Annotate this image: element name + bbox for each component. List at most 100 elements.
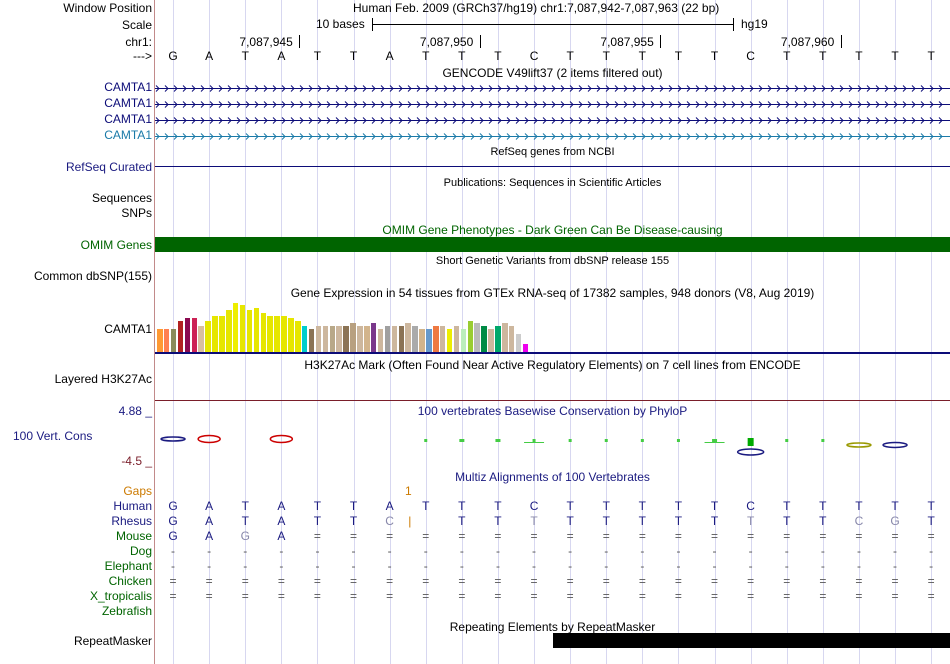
strand-arrow-icon: [281, 117, 286, 124]
gtex-tissue-bar[interactable]: [495, 326, 501, 352]
refseq-track-label[interactable]: RefSeq Curated: [65, 160, 152, 174]
gtex-tissue-bar[interactable]: [329, 326, 335, 352]
strand-arrow-icon: [731, 133, 736, 140]
omim-feature-bar[interactable]: [155, 237, 950, 252]
gencode-item-label[interactable]: CAMTA1: [104, 128, 152, 142]
gtex-tissue-bar[interactable]: [412, 326, 418, 352]
gtex-tissue-bar[interactable]: [336, 326, 342, 352]
strand-arrow-icon: [236, 117, 241, 124]
gtex-tissue-bar[interactable]: [281, 315, 287, 352]
gtex-tissue-bar[interactable]: [522, 344, 529, 352]
gtex-tissue-bar[interactable]: [488, 328, 494, 352]
alignment-base: T: [710, 514, 719, 528]
sequences-label[interactable]: Sequences: [91, 191, 152, 205]
gtex-tissue-bar[interactable]: [460, 328, 467, 352]
gtex-tissue-bar[interactable]: [170, 328, 177, 352]
h3k27ac-track-label[interactable]: Layered H3K27Ac: [54, 372, 152, 386]
repeatmasker-element-block[interactable]: [553, 633, 950, 648]
gtex-tissue-bar[interactable]: [391, 326, 398, 352]
alignment-base: =: [783, 589, 791, 603]
gtex-tissue-bar[interactable]: [515, 333, 522, 352]
gtex-tissue-bar[interactable]: [246, 310, 253, 352]
repeatmasker-track-label[interactable]: RepeatMasker: [73, 634, 152, 648]
gtex-tissue-bar[interactable]: [177, 320, 184, 352]
gtex-tissue-bar[interactable]: [274, 315, 280, 352]
gtex-tissue-bar[interactable]: [350, 323, 356, 352]
phylop-conservation-plot[interactable]: [155, 430, 950, 460]
alignment-base: =: [494, 574, 502, 588]
gtex-tissue-bar[interactable]: [453, 326, 460, 352]
gtex-tissue-bar[interactable]: [419, 328, 425, 352]
strand-arrow-icon: [227, 101, 232, 108]
gtex-tissue-bar[interactable]: [288, 318, 294, 352]
strand-arrow-icon: [380, 133, 385, 140]
gtex-tissue-bar[interactable]: [405, 323, 411, 352]
alignment-base: -: [459, 559, 464, 573]
gtex-tissue-bar[interactable]: [232, 302, 239, 352]
gtex-tissue-bar[interactable]: [364, 326, 370, 352]
gtex-tissue-bar[interactable]: [239, 305, 246, 352]
gencode-item-label[interactable]: CAMTA1: [104, 96, 152, 110]
strand-arrow-icon: [740, 117, 745, 124]
strand-arrow-icon: [227, 85, 232, 92]
assembly-position-text[interactable]: Human Feb. 2009 (GRCh37/hg19) chr1:7,087…: [353, 1, 720, 15]
gtex-tissue-bar[interactable]: [198, 326, 204, 352]
snps-label[interactable]: SNPs: [121, 206, 152, 220]
gtex-tissue-bar[interactable]: [253, 307, 260, 352]
gtex-tissue-bar[interactable]: [301, 326, 308, 352]
gencode-transcript-line[interactable]: [155, 132, 950, 141]
gencode-transcript-line[interactable]: [155, 116, 950, 125]
gtex-tissue-bar[interactable]: [212, 315, 218, 352]
gtex-tissue-bar[interactable]: [467, 320, 473, 352]
alignment-base: =: [891, 529, 899, 543]
gtex-tissue-bar[interactable]: [343, 326, 349, 352]
gtex-tissue-bar[interactable]: [226, 310, 232, 352]
gtex-track-label[interactable]: CAMTA1: [104, 322, 152, 336]
coordinate-tick: [479, 35, 481, 48]
strand-arrow-icon: [497, 85, 502, 92]
gtex-tissue-bar[interactable]: [370, 323, 377, 352]
gtex-tissue-bar[interactable]: [508, 326, 515, 352]
strand-arrow-icon: [866, 85, 871, 92]
gtex-tissue-bar[interactable]: [433, 326, 439, 352]
alignment-base: -: [207, 559, 212, 573]
gtex-tissue-bar[interactable]: [191, 318, 197, 352]
species-label: X_tropicalis: [89, 589, 152, 603]
alignment-base: -: [640, 544, 645, 558]
phylop-base-glyph: [846, 442, 872, 448]
gencode-transcript-line[interactable]: [155, 100, 950, 109]
strand-arrow-icon: [821, 117, 826, 124]
gtex-tissue-bar[interactable]: [377, 328, 384, 352]
gtex-tissue-bar[interactable]: [446, 328, 453, 352]
gtex-tissue-bar[interactable]: [357, 326, 363, 352]
phylop-track-label[interactable]: 100 Vert. Cons: [13, 429, 93, 443]
gtex-tissue-bar[interactable]: [157, 328, 163, 352]
gtex-tissue-bar[interactable]: [384, 326, 391, 352]
gtex-tissue-bar[interactable]: [439, 326, 446, 352]
gtex-tissue-bar[interactable]: [315, 326, 322, 352]
gtex-tissue-bar[interactable]: [295, 320, 301, 352]
gencode-transcript-line[interactable]: [155, 84, 950, 93]
gtex-expression-bars[interactable]: [157, 300, 537, 352]
gtex-tissue-bar[interactable]: [205, 320, 211, 352]
gtex-tissue-bar[interactable]: [502, 323, 508, 352]
gencode-item-label[interactable]: CAMTA1: [104, 112, 152, 126]
gtex-tissue-bar[interactable]: [474, 323, 480, 352]
gtex-tissue-bar[interactable]: [267, 315, 273, 352]
omim-track-label[interactable]: OMIM Genes: [80, 238, 152, 252]
gencode-item-label[interactable]: CAMTA1: [104, 80, 152, 94]
gtex-tissue-bar[interactable]: [219, 315, 225, 352]
strand-arrow-icon: [650, 85, 655, 92]
strand-arrow-icon: [173, 101, 178, 108]
gtex-tissue-bar[interactable]: [260, 313, 266, 352]
gtex-tissue-bar[interactable]: [308, 328, 315, 352]
gtex-tissue-bar[interactable]: [184, 318, 191, 352]
strand-arrow-icon: [488, 117, 493, 124]
gtex-tissue-bar[interactable]: [398, 326, 404, 352]
dbsnp-track-label[interactable]: Common dbSNP(155): [33, 269, 152, 283]
gtex-tissue-bar[interactable]: [481, 326, 487, 352]
gtex-tissue-bar[interactable]: [163, 328, 170, 352]
gtex-tissue-bar[interactable]: [322, 326, 329, 352]
gtex-tissue-bar[interactable]: [426, 328, 432, 352]
strand-arrow-icon: [380, 101, 385, 108]
